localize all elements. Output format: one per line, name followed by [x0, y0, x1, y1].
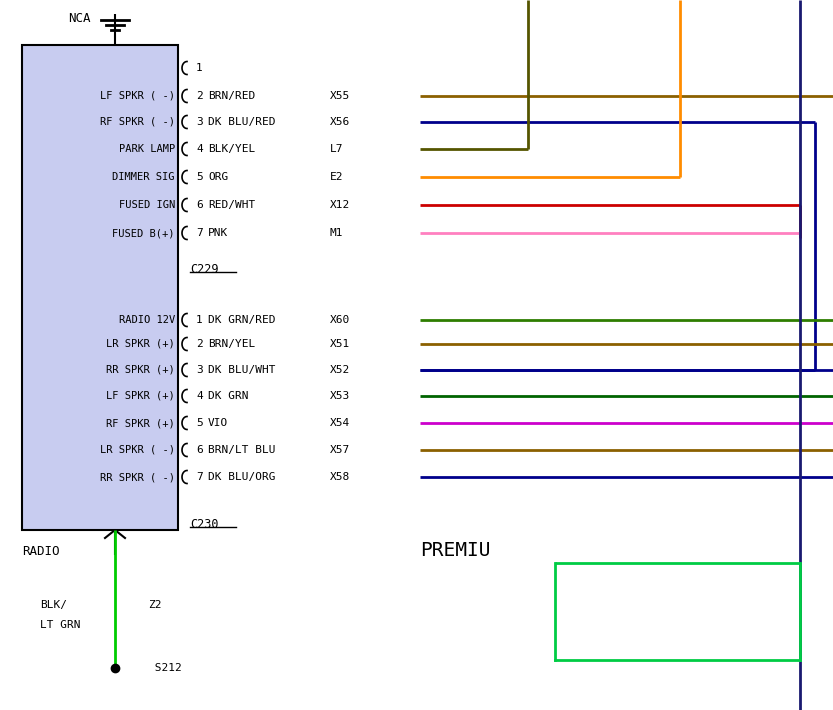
Text: 2: 2 [196, 91, 202, 101]
Text: S212: S212 [148, 663, 182, 673]
Text: BRN/LT BLU: BRN/LT BLU [208, 445, 276, 455]
Text: RF SPKR (+): RF SPKR (+) [107, 418, 175, 428]
Text: L7: L7 [330, 144, 343, 154]
Text: DK BLU/RED: DK BLU/RED [208, 117, 276, 127]
Text: RF SPKR ( -): RF SPKR ( -) [100, 117, 175, 127]
Text: X12: X12 [330, 200, 350, 210]
Text: C229: C229 [190, 263, 218, 276]
Text: RADIO: RADIO [22, 545, 59, 558]
Text: X56: X56 [330, 117, 350, 127]
Text: DIMMER SIG: DIMMER SIG [112, 172, 175, 182]
Text: 6: 6 [196, 445, 202, 455]
Text: X52: X52 [330, 365, 350, 375]
Text: RADIO 12V: RADIO 12V [119, 315, 175, 325]
Text: 6: 6 [196, 200, 202, 210]
Text: 7: 7 [196, 228, 202, 238]
Text: ORG: ORG [208, 172, 228, 182]
Text: 4: 4 [196, 391, 202, 401]
Text: 5: 5 [196, 418, 202, 428]
Text: NCA: NCA [68, 12, 91, 25]
Text: BRN/RED: BRN/RED [208, 91, 255, 101]
Text: C230: C230 [190, 518, 218, 531]
Text: RR SPKR (+): RR SPKR (+) [107, 365, 175, 375]
Text: LR SPKR (+): LR SPKR (+) [107, 339, 175, 349]
Text: BLK/YEL: BLK/YEL [208, 144, 255, 154]
Text: FUSED B(+): FUSED B(+) [112, 228, 175, 238]
Text: DK BLU/ORG: DK BLU/ORG [208, 472, 276, 482]
Text: X55: X55 [330, 91, 350, 101]
Text: RED/WHT: RED/WHT [208, 200, 255, 210]
Text: Z2: Z2 [148, 600, 162, 610]
Text: 7: 7 [196, 472, 202, 482]
Text: VIO: VIO [208, 418, 228, 428]
Text: DK GRN: DK GRN [208, 391, 248, 401]
Text: BRN/YEL: BRN/YEL [208, 339, 255, 349]
Text: LT GRN: LT GRN [40, 620, 81, 630]
Text: DK BLU/WHT: DK BLU/WHT [208, 365, 276, 375]
Text: 2: 2 [196, 339, 202, 349]
Text: X53: X53 [330, 391, 350, 401]
Text: 3: 3 [196, 117, 202, 127]
Text: 5: 5 [196, 172, 202, 182]
Text: PREMIU: PREMIU [420, 540, 491, 559]
Text: LF SPKR ( -): LF SPKR ( -) [100, 91, 175, 101]
Text: X58: X58 [330, 472, 350, 482]
Text: RR SPKR ( -): RR SPKR ( -) [100, 472, 175, 482]
Text: M1: M1 [330, 228, 343, 238]
Text: PNK: PNK [208, 228, 228, 238]
Text: FUSED IGN: FUSED IGN [119, 200, 175, 210]
Text: X54: X54 [330, 418, 350, 428]
Text: X51: X51 [330, 339, 350, 349]
Bar [22, 45, 178, 530]
Text: 1: 1 [196, 315, 202, 325]
Text: X60: X60 [330, 315, 350, 325]
Text: 1: 1 [196, 63, 202, 73]
Text: X57: X57 [330, 445, 350, 455]
Text: E2: E2 [330, 172, 343, 182]
Text: LR SPKR ( -): LR SPKR ( -) [100, 445, 175, 455]
Text: DK GRN/RED: DK GRN/RED [208, 315, 276, 325]
Text: LF SPKR (+): LF SPKR (+) [107, 391, 175, 401]
Text: BLK/: BLK/ [40, 600, 67, 610]
Text: 4: 4 [196, 144, 202, 154]
Text: 3: 3 [196, 365, 202, 375]
Text: PARK LAMP: PARK LAMP [119, 144, 175, 154]
